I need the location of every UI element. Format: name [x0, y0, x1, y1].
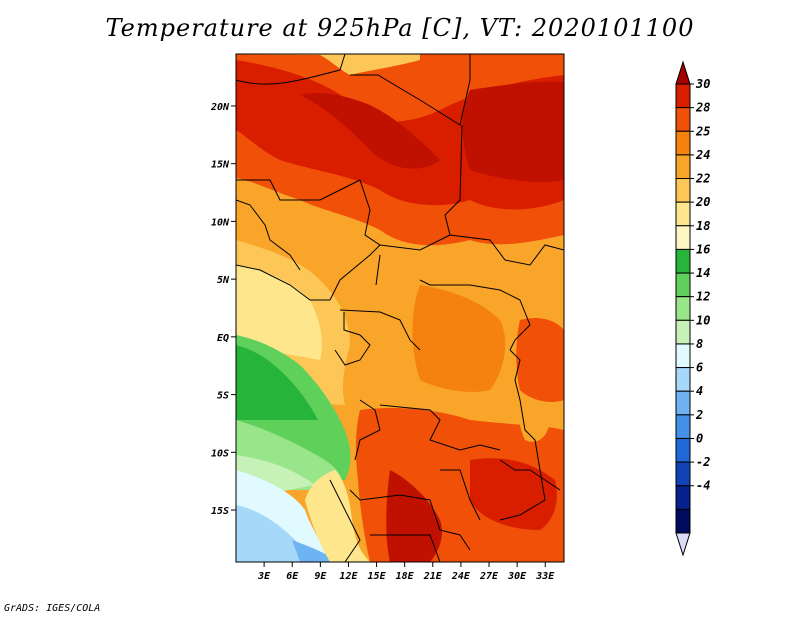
- colorbar-swatch: [675, 508, 691, 534]
- colorbar-swatch: [675, 414, 691, 439]
- lon-tick-label: 15E: [368, 571, 387, 582]
- colorbar-label: 30: [695, 77, 710, 91]
- colorbar-swatch: [675, 225, 691, 250]
- colorbar-swatch: [675, 437, 691, 463]
- colorbar-swatch: [675, 461, 691, 487]
- colorbar-label: -4: [696, 479, 710, 493]
- colorbar-label: 14: [696, 266, 710, 280]
- colorbar-label: 22: [695, 172, 710, 186]
- colorbar-label: 6: [696, 361, 703, 375]
- lat-tick-label: 5N: [217, 275, 230, 286]
- colorbar-label: 24: [695, 148, 710, 162]
- lon-tick-label: 6E: [286, 571, 299, 582]
- lat-tick-label: 10S: [211, 448, 229, 459]
- temperature-field: [236, 54, 564, 562]
- longitude-ticks: 3E 6E 9E 12E 15E 18E 21E 24E 27E 30E 33E: [257, 562, 555, 582]
- colorbar-label: 2: [695, 408, 703, 422]
- colorbar-swatch: [675, 201, 691, 227]
- lat-tick-label: 10N: [211, 217, 230, 228]
- lon-tick-label: 9E: [314, 571, 327, 582]
- colorbar-label: 4: [696, 384, 703, 398]
- map-frame: [235, 53, 565, 563]
- colorbar-top-arrow: [675, 60, 691, 85]
- colorbar-swatch: [675, 272, 691, 298]
- lon-tick-label: 3E: [257, 571, 271, 582]
- colorbar-swatch: [675, 485, 691, 510]
- lon-tick-label: 33E: [535, 571, 555, 582]
- lon-tick-label: 30E: [507, 571, 527, 582]
- colorbar-swatch: [675, 367, 691, 392]
- colorbar-swatch: [675, 107, 691, 132]
- colorbar-label: 10: [696, 313, 710, 327]
- lat-tick-label: EQ: [217, 333, 229, 344]
- lon-tick-label: 18E: [396, 571, 415, 582]
- colorbar-swatch: [675, 390, 691, 416]
- lon-tick-label: 24E: [451, 571, 471, 582]
- colorbar-label: -2: [696, 455, 710, 469]
- colorbar-label: 0: [696, 431, 703, 445]
- lon-tick-label: 27E: [479, 571, 499, 582]
- colorbar-swatch: [675, 319, 691, 345]
- colorbar-label: 20: [695, 195, 710, 209]
- colorbar-label: 28: [695, 101, 710, 115]
- lat-tick-label: 20N: [210, 102, 230, 113]
- colorbar-label: 16: [696, 242, 710, 256]
- colorbar-swatch: [675, 343, 691, 369]
- country-borders: [236, 54, 564, 562]
- colorbar-swatch: [675, 296, 691, 321]
- colorbar-label: 18: [696, 219, 710, 233]
- colorbar-swatch: [675, 83, 691, 109]
- colorbar-swatch: [675, 178, 691, 203]
- colorbar-swatch: [675, 130, 691, 156]
- lon-tick-label: 12E: [339, 571, 358, 582]
- lat-tick-label: 15N: [211, 160, 230, 171]
- grads-credit: GrADS: IGES/COLA: [4, 603, 101, 614]
- colorbar-swatch: [675, 248, 691, 274]
- colorbar-label: 12: [696, 290, 710, 304]
- colorbar-bottom-arrow: [675, 532, 691, 557]
- colorbar-swatch: [675, 154, 691, 180]
- latitude-ticks: 20N 15N 10N 5N EQ 5S 10S 15S: [210, 102, 236, 517]
- colorbar-label: 8: [696, 337, 703, 351]
- lon-tick-label: 21E: [423, 571, 443, 582]
- map-title: Temperature at 925hPa [C], VT: 202010110…: [105, 14, 695, 42]
- lat-tick-label: 5S: [217, 391, 229, 402]
- colorbar-label: 25: [695, 124, 710, 138]
- lat-tick-label: 15S: [211, 506, 229, 517]
